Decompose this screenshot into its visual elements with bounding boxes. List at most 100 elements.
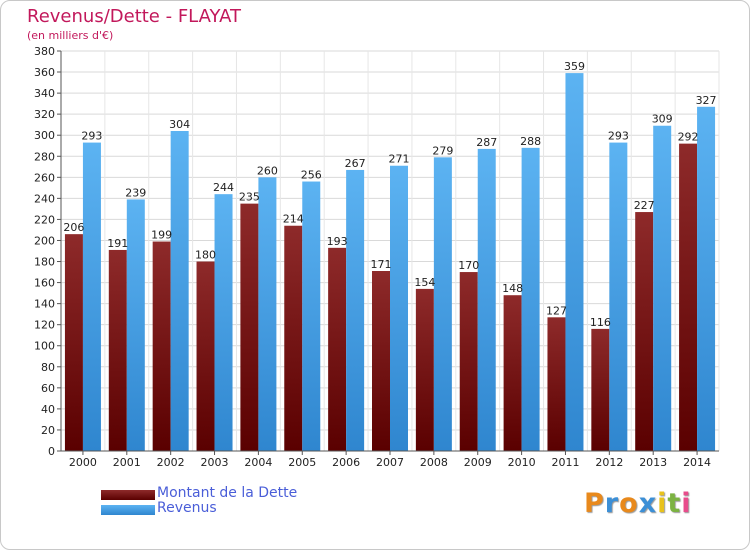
- data-label-revenus: 267: [345, 157, 366, 170]
- data-label-debt: 127: [546, 304, 567, 317]
- x-tick-label: 2011: [551, 456, 579, 469]
- data-label-revenus: 304: [169, 118, 190, 131]
- bar-revenus: [170, 131, 189, 451]
- x-tick-label: 2012: [595, 456, 623, 469]
- bar-revenus: [302, 181, 321, 452]
- data-label-revenus: 327: [696, 94, 717, 107]
- bar-revenus: [126, 199, 145, 451]
- y-tick-label: 360: [34, 66, 55, 79]
- bar-revenus: [346, 169, 365, 451]
- data-label-debt: 235: [239, 191, 260, 204]
- bar-revenus: [697, 106, 716, 451]
- bar-debt: [547, 317, 566, 451]
- logo-letter: o: [619, 488, 639, 519]
- chart-subtitle: (en milliers d'€): [27, 29, 114, 42]
- bar-debt: [459, 272, 478, 451]
- y-tick-label: 280: [34, 150, 55, 163]
- data-label-debt: 214: [283, 213, 304, 226]
- bar-debt: [328, 247, 347, 451]
- data-label-revenus: 271: [389, 153, 410, 166]
- data-label-debt: 170: [458, 259, 479, 272]
- y-tick-label: 340: [34, 87, 55, 100]
- bar-debt: [240, 203, 259, 451]
- bar-revenus: [390, 165, 408, 451]
- bar-debt: [679, 143, 698, 451]
- x-tick-label: 2005: [288, 456, 316, 469]
- bar-revenus: [609, 142, 628, 451]
- data-label-revenus: 309: [652, 113, 673, 126]
- y-tick-label: 0: [48, 445, 55, 458]
- chart-title: Revenus/Dette - FLAYAT: [27, 6, 242, 27]
- data-label-debt: 148: [502, 282, 523, 295]
- data-label-revenus: 359: [564, 60, 585, 73]
- bar-revenus: [477, 148, 496, 452]
- x-tick-label: 2013: [639, 456, 667, 469]
- x-tick-label: 2014: [683, 456, 711, 469]
- y-tick-label: 320: [34, 108, 55, 121]
- bar-revenus: [214, 194, 233, 451]
- y-tick-label: 100: [34, 340, 55, 353]
- logo-letter: P: [584, 488, 605, 519]
- y-tick-label: 60: [41, 382, 55, 395]
- y-tick-label: 300: [34, 129, 55, 142]
- logo-letter: x: [638, 488, 658, 519]
- bar-revenus: [82, 142, 101, 451]
- data-label-revenus: 260: [257, 164, 278, 177]
- data-label-debt: 191: [107, 237, 128, 250]
- x-tick-label: 2004: [244, 456, 272, 469]
- y-tick-label: 380: [34, 45, 55, 58]
- y-tick-label: 140: [34, 298, 55, 311]
- data-label-debt: 206: [63, 221, 84, 234]
- bar-revenus: [521, 147, 540, 451]
- data-label-revenus: 244: [213, 181, 234, 194]
- data-label-debt: 116: [590, 316, 611, 329]
- data-label-debt: 292: [678, 131, 699, 144]
- x-tick-label: 2000: [69, 456, 97, 469]
- data-label-revenus: 256: [301, 169, 322, 182]
- bar-debt: [64, 234, 83, 451]
- x-tick-label: 2008: [420, 456, 448, 469]
- data-label-revenus: 287: [476, 136, 497, 149]
- bar-debt: [635, 212, 654, 451]
- bar-debt: [591, 328, 610, 451]
- y-tick-label: 200: [34, 234, 55, 247]
- data-label-debt: 171: [371, 258, 392, 271]
- bar-debt: [372, 271, 390, 451]
- bar-revenus: [258, 177, 277, 451]
- y-tick-label: 120: [34, 319, 55, 332]
- x-tick-label: 2010: [508, 456, 536, 469]
- x-tick-label: 2002: [157, 456, 185, 469]
- bar-debt: [196, 261, 215, 451]
- bar-revenus: [653, 125, 672, 451]
- data-label-revenus: 293: [81, 130, 102, 143]
- data-label-revenus: 288: [520, 135, 541, 148]
- bar-debt: [152, 241, 171, 451]
- x-tick-label: 2001: [113, 456, 141, 469]
- logo-letter: i: [681, 488, 692, 519]
- data-label-revenus: 279: [432, 144, 453, 157]
- bar-revenus: [565, 73, 584, 452]
- y-tick-label: 220: [34, 213, 55, 226]
- bar-debt: [284, 225, 303, 451]
- data-label-debt: 193: [327, 235, 348, 248]
- logo-letter: r: [604, 488, 620, 519]
- data-label-revenus: 293: [608, 130, 629, 143]
- y-tick-label: 80: [41, 361, 55, 374]
- data-label-debt: 154: [414, 276, 435, 289]
- y-tick-label: 260: [34, 171, 55, 184]
- data-label-revenus: 239: [125, 186, 146, 199]
- y-tick-label: 240: [34, 192, 55, 205]
- x-tick-label: 2009: [464, 456, 492, 469]
- legend-label-revenus: Revenus: [157, 500, 217, 516]
- x-tick-label: 2006: [332, 456, 360, 469]
- data-label-debt: 227: [634, 199, 655, 212]
- bar-debt: [415, 288, 434, 451]
- data-label-debt: 180: [195, 249, 216, 262]
- bar-debt: [108, 249, 127, 451]
- y-tick-label: 180: [34, 256, 55, 269]
- proxiti-logo: Proxiti: [584, 488, 692, 519]
- bar-revenus: [433, 157, 452, 451]
- bar-debt: [503, 295, 522, 451]
